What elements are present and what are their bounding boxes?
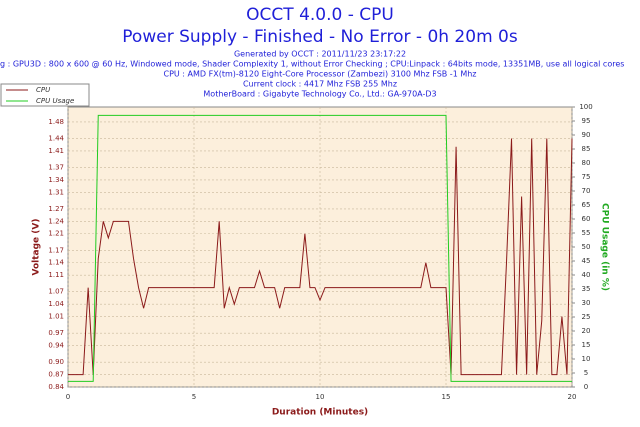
y2-tick-label: 45 — [582, 257, 591, 265]
y-tick-label: 1.44 — [48, 134, 64, 142]
y2-tick-label: 25 — [582, 313, 591, 321]
x-tick-label: 10 — [316, 393, 325, 401]
y-axis-label: Voltage (V) — [32, 219, 42, 276]
y2-tick-label: 15 — [582, 341, 591, 349]
x-tick-label: 15 — [442, 393, 451, 401]
series-line — [68, 114, 572, 382]
info-line: CPU : AMD FX(tm)-8120 Eight-Core Process… — [163, 70, 476, 79]
chart-title: OCCT 4.0.0 - CPU — [246, 5, 394, 25]
y-tick-label: 0.84 — [48, 383, 64, 391]
y2-tick-label: 75 — [582, 173, 591, 181]
y2-tick-label: 90 — [582, 131, 591, 139]
y-tick-label: 0.87 — [48, 371, 64, 379]
info-line: Current clock : 4417 Mhz FSB 255 Mhz — [243, 80, 397, 89]
y-tick-label: 1.27 — [48, 205, 64, 213]
y-tick-label: 1.11 — [48, 271, 64, 279]
y2-tick-label: 10 — [582, 355, 591, 363]
y-tick-label: 1.04 — [48, 300, 64, 308]
chart-subtitle: Power Supply - Finished - No Error - 0h … — [122, 27, 518, 47]
y-tick-label: 1.37 — [48, 163, 64, 171]
y-tick-label: 0.90 — [48, 358, 64, 366]
y-tick-label: 1.17 — [48, 246, 64, 254]
info-line: MotherBoard : Gigabyte Technology Co., L… — [203, 90, 436, 99]
y-tick-label: 1.31 — [48, 188, 64, 196]
y-tick-label: 0.97 — [48, 329, 64, 337]
y2-tick-label: 55 — [582, 229, 591, 237]
y-tick-label: 1.34 — [48, 176, 64, 184]
y-tick-label: 1.48 — [48, 118, 64, 126]
y2-tick-label: 50 — [582, 243, 591, 251]
y2-tick-label: 85 — [582, 145, 591, 153]
y-tick-label: 1.24 — [48, 217, 64, 225]
y2-tick-label: 70 — [582, 187, 591, 195]
y2-tick-label: 95 — [582, 117, 591, 125]
y2-tick-label: 65 — [582, 201, 591, 209]
legend-label: CPU — [36, 86, 50, 94]
y2-tick-label: 80 — [582, 159, 591, 167]
info-line: g : GPU3D : 800 x 600 @ 60 Hz, Windowed … — [0, 60, 624, 69]
y2-tick-label: 20 — [582, 327, 591, 335]
y-tick-label: 1.01 — [48, 313, 64, 321]
x-tick-label: 5 — [192, 393, 196, 401]
y2-tick-label: 100 — [579, 103, 592, 111]
series-line — [68, 138, 573, 376]
y-tick-label: 1.41 — [48, 147, 64, 155]
x-tick-label: 0 — [66, 393, 70, 401]
y2-tick-label: 35 — [582, 285, 591, 293]
y2-tick-label: 40 — [582, 271, 591, 279]
y2-tick-label: 30 — [582, 299, 591, 307]
y-tick-label: 0.94 — [48, 342, 64, 350]
y-tick-label: 1.21 — [48, 230, 64, 238]
y-tick-label: 1.14 — [48, 259, 64, 267]
y2-tick-label: 5 — [584, 369, 588, 377]
x-axis-label: Duration (Minutes) — [272, 408, 368, 418]
x-tick-label: 20 — [568, 393, 577, 401]
y2-axis-label: CPU Usage (in %) — [600, 203, 610, 291]
y2-tick-label: 0 — [584, 383, 588, 391]
legend-label: CPU Usage — [36, 97, 74, 105]
y-tick-label: 1.07 — [48, 288, 64, 296]
info-line: Generated by OCCT : 2011/11/23 23:17:22 — [234, 50, 406, 59]
y2-tick-label: 60 — [582, 215, 591, 223]
